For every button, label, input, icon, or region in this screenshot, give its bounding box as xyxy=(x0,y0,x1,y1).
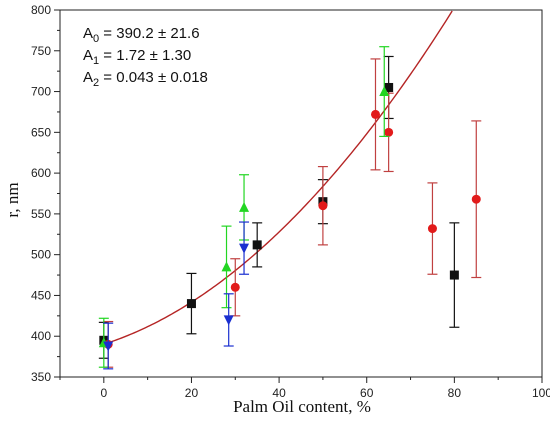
fit-layer xyxy=(103,10,453,345)
y-tick-label: 600 xyxy=(31,166,51,180)
series-triangle-down xyxy=(103,221,250,370)
y-tick-label: 350 xyxy=(31,370,51,384)
data-point xyxy=(239,243,250,254)
plot-frame xyxy=(59,9,543,378)
data-point xyxy=(221,261,232,272)
data-point xyxy=(252,240,262,250)
x-tick-label: 20 xyxy=(185,386,199,400)
y-tick-label: 800 xyxy=(31,3,51,17)
series-triangle-up xyxy=(98,46,390,368)
y-tick-label: 400 xyxy=(31,329,51,343)
data-point xyxy=(370,109,380,119)
series-square xyxy=(98,55,460,359)
data-point xyxy=(103,341,114,352)
axes-layer: 0 20 40 60 80 100 350 400 450 500 550 600 650 700 750 8… xyxy=(31,3,550,400)
data-layer xyxy=(98,46,482,370)
y-tick-label: 450 xyxy=(31,288,51,302)
y-tick-label: 650 xyxy=(31,125,51,139)
annotation-A1: A1 = 1.72 ± 1.30 xyxy=(83,47,191,67)
x-axis-title: Palm Oil content, % xyxy=(233,397,371,416)
data-point xyxy=(230,282,240,292)
data-point xyxy=(318,201,328,211)
y-tick-label: 700 xyxy=(31,85,51,99)
annotation-A2: A2 = 0.043 ± 0.018 xyxy=(83,69,208,89)
data-point xyxy=(449,270,459,280)
y-tick-label: 500 xyxy=(31,248,51,262)
series-circle xyxy=(103,58,482,368)
data-point xyxy=(471,194,481,204)
data-point xyxy=(223,315,234,326)
data-point xyxy=(239,201,250,212)
y-axis-title: r, nm xyxy=(3,182,22,217)
y-tick-label: 750 xyxy=(31,44,51,58)
x-tick-label: 0 xyxy=(100,386,107,400)
data-point xyxy=(427,224,437,234)
data-point xyxy=(379,86,390,97)
x-tick-label: 40 xyxy=(272,386,286,400)
annotation-A0: A0 = 390.2 ± 21.6 xyxy=(83,25,200,45)
x-tick-label: 100 xyxy=(532,386,550,400)
data-point xyxy=(384,82,394,92)
x-tick-label: 60 xyxy=(360,386,374,400)
data-point xyxy=(384,127,394,137)
data-point xyxy=(186,299,196,309)
y-tick-label: 550 xyxy=(31,207,51,221)
x-tick-label: 80 xyxy=(448,386,462,400)
fit-curve xyxy=(103,10,453,345)
